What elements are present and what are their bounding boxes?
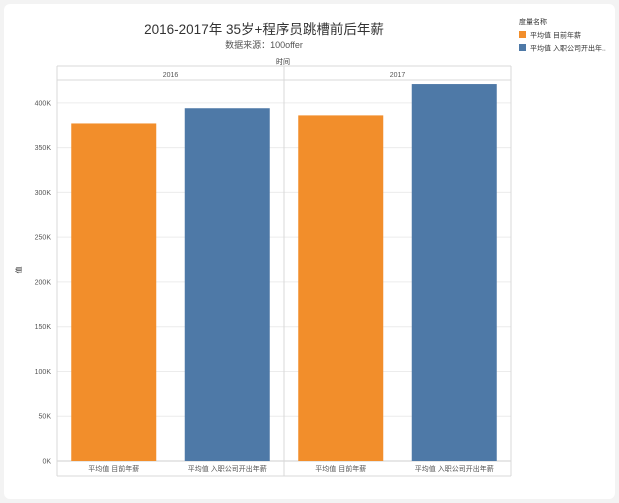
bar bbox=[298, 115, 384, 461]
chart-subtitle: 数据来源：100offer bbox=[225, 39, 303, 50]
y-axis-title: 值 bbox=[14, 267, 23, 274]
y-tick-label: 350K bbox=[35, 145, 52, 152]
y-tick-label: 250K bbox=[35, 235, 52, 242]
x-tick-label: 平均值 入职公司开出年薪 bbox=[188, 464, 267, 473]
legend-swatch-offer bbox=[519, 44, 526, 51]
chart-title: 2016-2017年 35岁+程序员跳槽前后年薪 bbox=[144, 21, 384, 37]
y-tick-label: 150K bbox=[35, 324, 52, 331]
panel-label: 2016 bbox=[163, 72, 179, 79]
y-tick-label: 300K bbox=[35, 190, 52, 197]
x-tick-label: 平均值 目前年薪 bbox=[88, 464, 139, 473]
bar bbox=[184, 108, 270, 462]
legend-label-offer: 平均值 入职公司开出年.. bbox=[530, 44, 606, 53]
column-header: 时间 bbox=[276, 57, 290, 66]
x-tick-label: 平均值 目前年薪 bbox=[315, 464, 366, 473]
y-tick-label: 400K bbox=[35, 100, 52, 107]
y-tick-label: 100K bbox=[35, 369, 52, 376]
y-tick-label: 50K bbox=[39, 414, 52, 421]
y-tick-label: 0K bbox=[42, 459, 51, 466]
bar bbox=[411, 84, 497, 461]
bar bbox=[71, 123, 157, 461]
legend-label-current: 平均值 目前年薪 bbox=[530, 31, 581, 40]
legend-title: 度量名称 bbox=[519, 17, 547, 26]
legend-swatch-current bbox=[519, 31, 526, 38]
y-tick-label: 200K bbox=[35, 279, 52, 286]
panel-label: 2017 bbox=[390, 72, 406, 79]
watermark: https://blog.csdn.net/linkface123 bbox=[422, 476, 608, 491]
x-tick-label: 平均值 入职公司开出年薪 bbox=[415, 464, 494, 473]
